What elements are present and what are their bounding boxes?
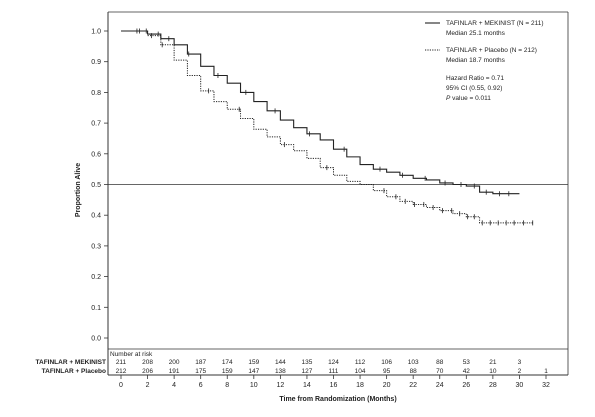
y-axis-title: Proportion Alive (75, 163, 82, 217)
legend-median-placebo: Median 18.7 months (446, 57, 506, 64)
legend-median-mekinist: Median 25.1 months (446, 30, 506, 37)
x-tick-label: 16 (330, 382, 338, 389)
risk-count: 88 (436, 359, 444, 366)
risk-count: 187 (195, 359, 206, 366)
p-value-rest: value = 0.011 (450, 95, 491, 102)
x-tick-label: 20 (383, 382, 391, 389)
censor-marks (136, 28, 534, 226)
x-tick-label: 22 (409, 382, 417, 389)
x-tick-label: 18 (356, 382, 364, 389)
risk-count: 112 (355, 359, 366, 366)
risk-count: 175 (195, 368, 206, 375)
y-tick-label: 0.3 (91, 243, 101, 250)
y-tick-label: 0.9 (91, 59, 101, 66)
y-tick-label: 0.7 (91, 121, 101, 128)
risk-count: 135 (302, 359, 313, 366)
hazard-ratio-text: Hazard Ratio = 0.71 (446, 75, 504, 82)
x-tick-label: 12 (276, 382, 284, 389)
x-axis-title: Time from Randomization (Months) (279, 396, 396, 403)
risk-count: 206 (142, 368, 153, 375)
risk-count: 53 (463, 359, 471, 366)
risk-count: 88 (410, 368, 418, 375)
risk-count: 208 (142, 359, 153, 366)
risk-count: 211 (116, 359, 127, 366)
risk-count: 104 (355, 368, 366, 375)
y-tick-label: 0.1 (91, 305, 101, 312)
x-tick-label: 24 (436, 382, 444, 389)
legend: TAFINLAR + MEKINIST (N = 211) Median 25.… (425, 20, 544, 102)
x-axis-ticks: 0 2 4 6 8 10 12 14 16 18 20 22 24 26 28 30 32 (119, 375, 550, 389)
x-tick-label: 8 (225, 382, 229, 389)
risk-count: 106 (381, 359, 392, 366)
risk-count: 1 (544, 368, 548, 375)
y-tick-label: 0.5 (91, 182, 101, 189)
x-tick-label: 0 (119, 382, 123, 389)
risk-count: 144 (275, 359, 286, 366)
x-tick-label: 26 (462, 382, 470, 389)
x-tick-label: 6 (199, 382, 203, 389)
y-tick-label: 0.0 (91, 336, 101, 343)
p-value-text: P value = 0.011 (446, 95, 491, 102)
risk-count: 159 (222, 368, 233, 375)
confidence-interval-text: 95% CI (0.55, 0.92) (446, 85, 502, 92)
x-tick-label: 10 (250, 382, 258, 389)
risk-row-label-mekinist: TAFINLAR + MEKINIST (36, 359, 107, 366)
risk-count: 127 (302, 368, 313, 375)
risk-count: 21 (489, 359, 497, 366)
risk-count: 147 (248, 368, 259, 375)
x-tick-label: 30 (516, 382, 524, 389)
risk-count: 200 (169, 359, 180, 366)
risk-count: 159 (248, 359, 259, 366)
risk-count: 111 (329, 368, 339, 375)
series-line-placebo (121, 30, 533, 224)
p-value-italic: P (446, 95, 451, 102)
x-tick-label: 28 (489, 382, 497, 389)
risk-table-counts: 211 208 200 187 174 159 144 135 124 112 106 103 88 53… (116, 359, 549, 375)
y-tick-label: 0.4 (91, 213, 101, 220)
risk-count: 10 (489, 368, 497, 375)
legend-label-mekinist: TAFINLAR + MEKINIST (N = 211) (446, 20, 544, 27)
y-tick-label: 0.2 (91, 274, 101, 281)
y-tick-label: 0.6 (91, 151, 101, 158)
risk-count: 212 (116, 368, 127, 375)
risk-count: 138 (275, 368, 286, 375)
x-tick-label: 2 (146, 382, 150, 389)
legend-label-placebo: TAFINLAR + Placebo (N = 212) (446, 47, 537, 54)
risk-count: 42 (463, 368, 471, 375)
x-tick-label: 14 (303, 382, 311, 389)
risk-count: 95 (383, 368, 391, 375)
risk-table-title: Number at risk (110, 351, 153, 358)
risk-count: 3 (518, 359, 522, 366)
y-tick-label: 0.8 (91, 90, 101, 97)
y-axis-ticks: 0.0 0.1 0.2 0.3 0.4 0.5 0.6 0.7 0.8 0.9 1.0 (91, 29, 108, 343)
risk-count: 2 (518, 368, 522, 375)
series-line-mekinist (121, 30, 520, 195)
risk-count: 191 (169, 368, 180, 375)
risk-row-label-placebo: TAFINLAR + Placebo (42, 368, 106, 375)
risk-count: 174 (222, 359, 233, 366)
y-tick-label: 1.0 (91, 29, 101, 36)
survival-curves (121, 30, 533, 224)
x-tick-label: 32 (542, 382, 550, 389)
x-tick-label: 4 (172, 382, 176, 389)
risk-count: 124 (328, 359, 339, 366)
risk-count: 70 (436, 368, 444, 375)
risk-count: 103 (408, 359, 419, 366)
